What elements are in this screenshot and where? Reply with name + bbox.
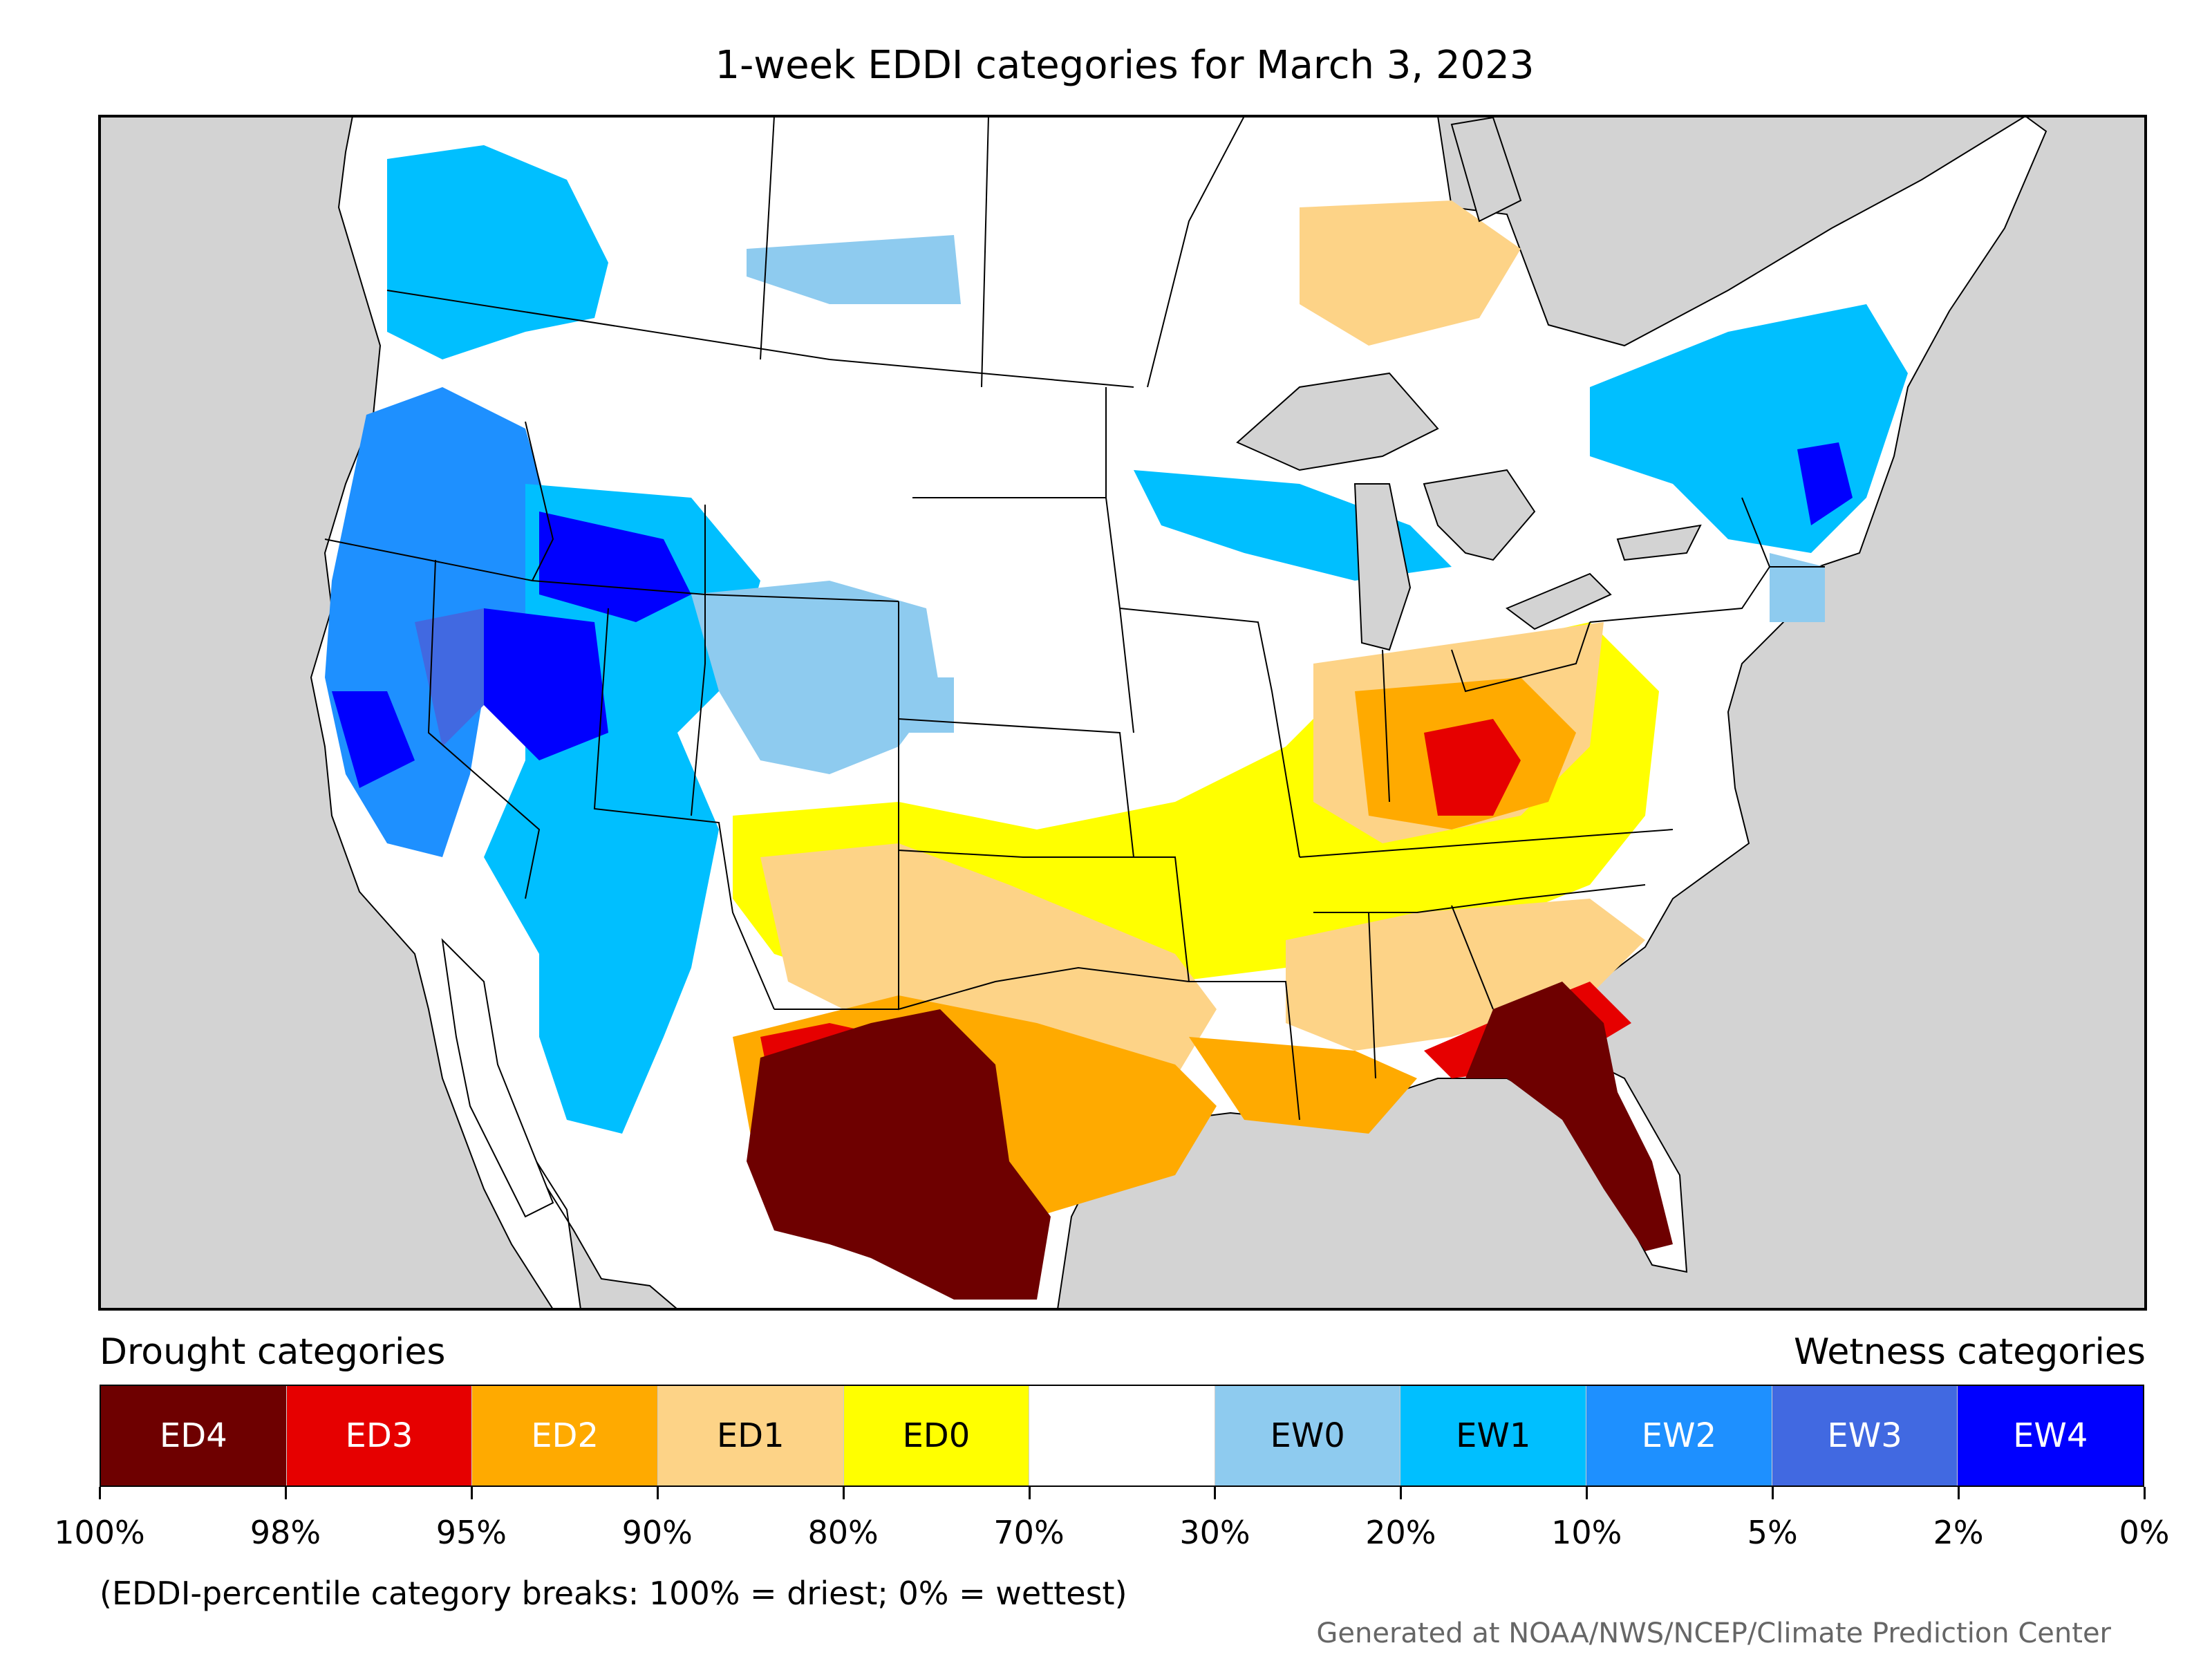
category-ew1: EW1 [1400,1386,1587,1485]
colorbar-tick-label: 70% [993,1514,1065,1551]
great-lakes [1236,116,1702,651]
colorbar-tick-label: 98% [250,1514,321,1551]
wetness-heading: Wetness categories [1794,1331,2146,1373]
category-ew0: EW0 [1215,1386,1401,1485]
political-boundaries [324,116,1825,1121]
baja-peninsula [441,938,554,1218]
colorbar-ticks [99,1487,2146,1501]
drought-heading: Drought categories [100,1331,446,1373]
colorbar-tick [842,1487,845,1499]
colorbar-tick-label: 80% [807,1514,879,1551]
drought-patches [733,200,1673,1300]
wetness-patches [325,145,1908,1134]
colorbar-tick [1772,1487,1774,1499]
category-ed3: ED3 [286,1386,473,1485]
category-colorbar: ED4 ED3 ED2 ED1 ED0 EW0 EW1 EW2 EW3 EW4 [100,1385,2144,1487]
colorbar-tick-label: 30% [1179,1514,1250,1551]
colorbar-tick-label: 2% [1933,1514,1984,1551]
category-note: (EDDI-percentile category breaks: 100% =… [100,1575,1127,1612]
map-title: 1-week EDDI categories for March 3, 2023 [715,43,1535,88]
colorbar-tick [656,1487,659,1499]
category-ew4: EW4 [1958,1386,2144,1485]
colorbar-tick-label: 20% [1365,1514,1436,1551]
colorbar-tick [1586,1487,1588,1499]
category-ew3: EW3 [1772,1386,1958,1485]
category-ed1: ED1 [657,1386,844,1485]
colorbar-tick [284,1487,287,1499]
colorbar-tick-label: 90% [621,1514,693,1551]
colorbar-tick-label: 100% [54,1514,145,1551]
colorbar-tick [1400,1487,1403,1499]
category-normal [1029,1386,1215,1485]
category-ed4: ED4 [101,1386,287,1485]
colorbar-tick [1028,1487,1031,1499]
colorbar-tick-label: 10% [1551,1514,1622,1551]
colorbar-tick-label: 95% [435,1514,507,1551]
colorbar-tick [1214,1487,1217,1499]
credit-line: Generated at NOAA/NWS/NCEP/Climate Predi… [1316,1618,2111,1649]
eddi-map [98,115,2147,1311]
colorbar-tick-label: 0% [2119,1514,2170,1551]
colorbar-tick [1958,1487,1960,1499]
colorbar-tick [470,1487,473,1499]
colorbar-tick [2144,1487,2146,1499]
category-ed2: ED2 [472,1386,658,1485]
colorbar-tick-label: 5% [1747,1514,1798,1551]
category-ew2: EW2 [1586,1386,1772,1485]
colorbar-tick [99,1487,101,1499]
category-ed0: ED0 [843,1386,1030,1485]
